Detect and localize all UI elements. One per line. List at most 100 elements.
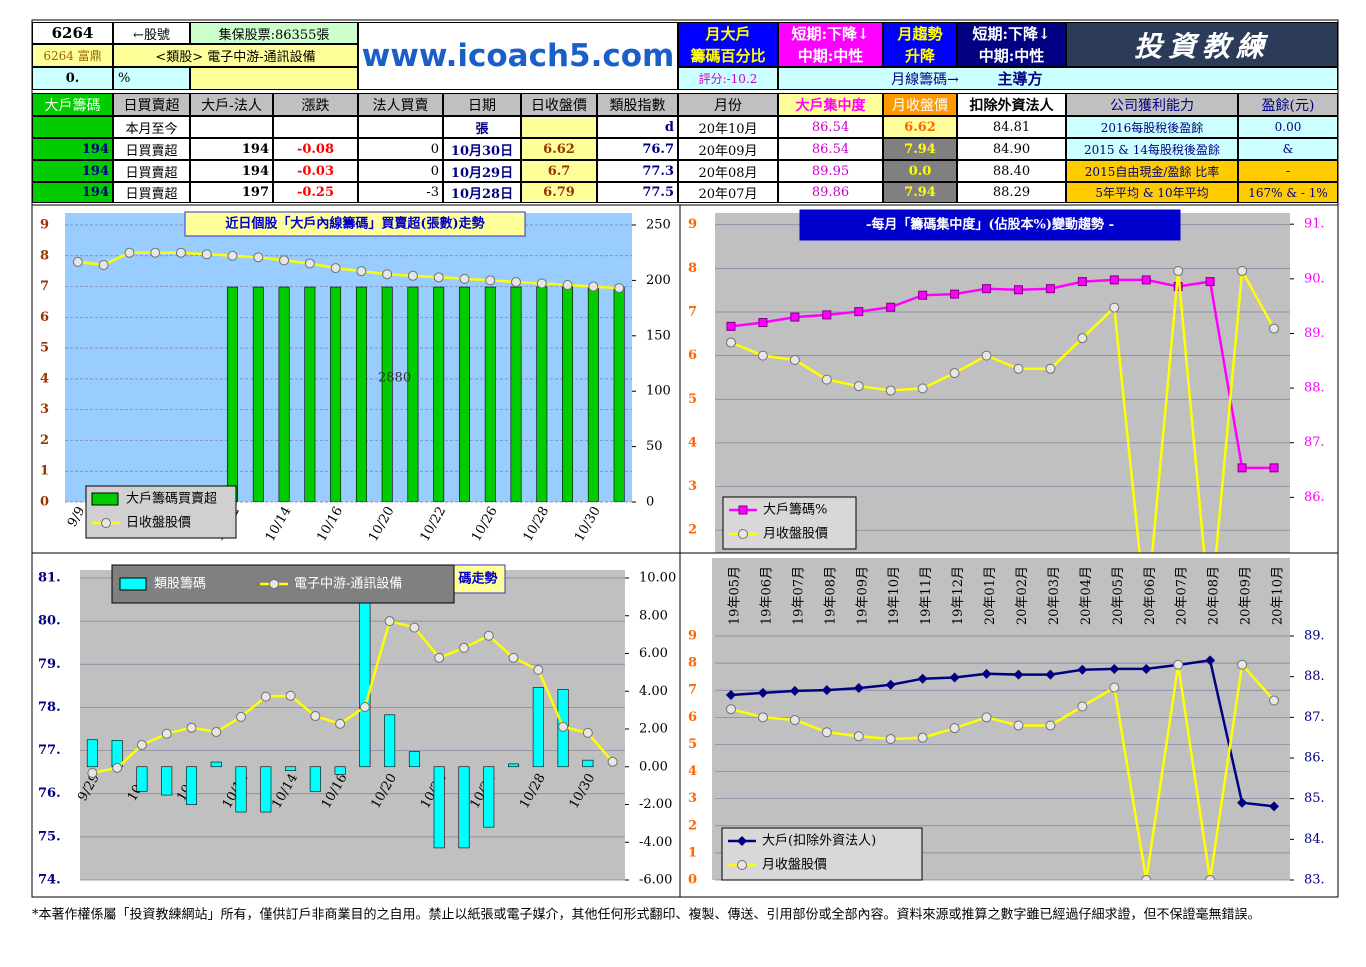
marker	[253, 252, 264, 263]
cell: 197	[190, 182, 273, 203]
cell: 扣除外資法人	[957, 93, 1066, 116]
marker	[136, 739, 147, 750]
marker	[1269, 323, 1280, 334]
marker	[725, 704, 736, 715]
marker	[175, 247, 186, 258]
bar	[587, 286, 599, 502]
cell: 5年平均 & 10年平均	[1066, 182, 1238, 203]
marker	[1237, 463, 1247, 473]
marker	[459, 273, 470, 284]
y2-tick-label: 91.	[1304, 217, 1325, 232]
marker	[330, 263, 341, 274]
line	[77, 251, 620, 290]
y-tick-label: 2	[688, 523, 697, 538]
marker	[1269, 695, 1280, 706]
cell: 日買賣超	[113, 160, 190, 182]
marker	[757, 687, 768, 698]
marker	[918, 290, 928, 300]
x-tick-label: 19年10月	[887, 566, 902, 625]
y-tick-label: 2	[40, 433, 49, 448]
cell: 77.5	[597, 182, 678, 203]
cell: 短期:下降↓	[972, 25, 1051, 43]
cell-bg	[678, 22, 778, 67]
marker	[1013, 720, 1024, 731]
marker	[821, 685, 832, 696]
cell-bg	[190, 67, 358, 90]
marker	[1109, 682, 1120, 693]
cell: -0.08	[273, 138, 358, 160]
marker	[359, 701, 370, 712]
bar	[309, 766, 321, 792]
cell: 本月至今	[113, 116, 190, 138]
marker	[789, 685, 800, 696]
y-tick-label: 8	[40, 248, 49, 263]
cell: 月線籌碼→	[891, 71, 959, 88]
marker	[1013, 669, 1024, 680]
cell: 漲跌	[273, 93, 358, 116]
marker	[789, 355, 800, 365]
marker	[227, 250, 238, 261]
marker	[1045, 284, 1055, 294]
cell: 中期:中性	[797, 46, 864, 65]
cell: 大戶籌碼	[32, 93, 113, 116]
cell: 0.0	[883, 160, 957, 182]
y2-tick-label: 86.	[1304, 751, 1325, 766]
marker	[558, 721, 569, 732]
marker	[790, 312, 800, 322]
legend-label: 大戶(扣除外資法人)	[762, 834, 876, 849]
cell: 0	[358, 160, 443, 182]
marker	[1045, 669, 1056, 680]
y2-tick-label: -2.00	[639, 797, 672, 812]
marker	[949, 723, 960, 734]
marker	[725, 337, 736, 348]
cell: -	[1238, 160, 1338, 182]
y-tick-label: 9	[688, 217, 697, 232]
marker	[1237, 797, 1248, 808]
cell-bg	[358, 116, 443, 138]
cell: 6.62	[883, 116, 957, 138]
marker	[738, 529, 748, 539]
cell: 0	[358, 138, 443, 160]
y2-tick-label: 10.00	[639, 571, 676, 586]
cell: 2016每股稅後盈餘	[1066, 116, 1238, 138]
marker	[1173, 659, 1184, 670]
cell: <類股> 電子中游-通訊設備	[113, 44, 358, 67]
y-tick-label: 3	[688, 479, 697, 494]
marker	[98, 260, 109, 271]
marker	[1077, 333, 1088, 344]
cell: 法人買賣	[358, 93, 443, 116]
marker	[1237, 265, 1248, 276]
marker	[758, 318, 768, 328]
line	[92, 619, 614, 775]
legend-label: 大戶籌碼買賣超	[126, 492, 217, 507]
marker	[917, 673, 928, 684]
chart-title: -每月「籌碼集中度」(佔股本%)變動趨勢 -	[866, 217, 1114, 233]
marker	[562, 280, 573, 291]
cell: 86.54	[778, 138, 883, 160]
marker	[511, 276, 522, 287]
bar	[210, 761, 222, 768]
plot	[725, 265, 1280, 553]
x-tick-label: 20年08月	[1207, 566, 1222, 625]
cell: 評分:-10.2	[678, 67, 778, 90]
bar	[136, 766, 148, 792]
legend-label: 電子中游-通訊設備	[294, 576, 402, 592]
marker	[738, 505, 748, 515]
cell: 6264 富鼎	[32, 44, 113, 67]
bar	[285, 766, 297, 771]
cell: -3	[358, 182, 443, 203]
cell: 月份	[678, 93, 778, 116]
bar	[459, 286, 470, 502]
marker	[279, 255, 290, 266]
y-tick-label: 0	[688, 873, 697, 888]
y-tick-label: 9	[40, 218, 49, 233]
cell: 6264	[32, 22, 113, 44]
cell: 20年10月	[678, 116, 778, 138]
cell-bg	[273, 116, 358, 138]
marker	[304, 258, 315, 269]
marker	[821, 727, 832, 738]
cell: -0.03	[273, 160, 358, 182]
marker	[821, 374, 832, 385]
